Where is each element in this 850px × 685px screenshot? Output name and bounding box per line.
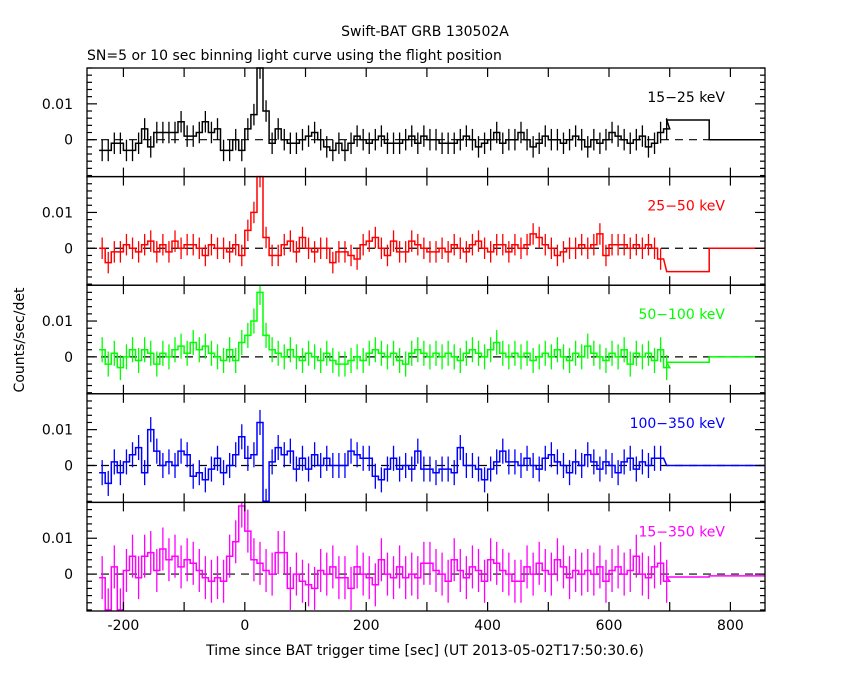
panel-frame	[86, 175, 766, 286]
panel-frame	[86, 67, 766, 178]
light-curve-series	[99, 505, 765, 611]
x-tick-label: -200	[108, 618, 140, 634]
y-tick-label: 0	[64, 567, 73, 583]
x-tick-label: 400	[474, 618, 501, 634]
panel-0: 0 0.01 15−25 keV	[42, 67, 766, 178]
energy-band-label: 100−350 keV	[630, 416, 726, 432]
panel-frame	[86, 284, 766, 395]
y-tick-label: 0.01	[42, 531, 73, 547]
y-tick-label: 0.01	[42, 97, 73, 113]
x-axis-label: Time since BAT trigger time [sec] (UT 20…	[205, 643, 644, 659]
light-curve-series	[99, 421, 765, 503]
x-tick-label: 0	[240, 618, 249, 634]
y-tick-label: 0.01	[42, 423, 73, 439]
energy-band-label: 15−350 keV	[638, 524, 725, 540]
y-axis-label: Counts/sec/det	[12, 287, 28, 392]
chart-subtitle: SN=5 or 10 sec binning light curve using…	[87, 48, 502, 64]
y-tick-label: 0	[64, 133, 73, 149]
light-curve-series	[99, 291, 765, 369]
panel-2: 0 0.01 50−100 keV	[42, 284, 766, 395]
panel-1: 0 0.01 25−50 keV	[42, 175, 766, 286]
x-tick-label: 600	[596, 618, 623, 634]
x-tick-label: 800	[717, 618, 744, 634]
x-tick-label: 200	[353, 618, 380, 634]
chart-title: Swift-BAT GRB 130502A	[341, 24, 509, 40]
y-tick-label: 0.01	[42, 205, 73, 221]
panel-frame	[86, 501, 766, 612]
energy-band-label: 15−25 keV	[647, 90, 725, 106]
y-tick-label: 0.01	[42, 314, 73, 330]
panel-3: 0 0.01 100−350 keV	[42, 393, 766, 504]
y-tick-label: 0	[64, 458, 73, 474]
energy-band-label: 25−50 keV	[647, 199, 725, 215]
energy-band-label: 50−100 keV	[638, 307, 725, 323]
panel-4: 0 0.01 15−350 keV -200 0 200 400 600 800	[42, 501, 766, 634]
y-tick-label: 0	[64, 350, 73, 366]
panel-frame	[86, 393, 766, 504]
y-tick-label: 0	[64, 241, 73, 257]
